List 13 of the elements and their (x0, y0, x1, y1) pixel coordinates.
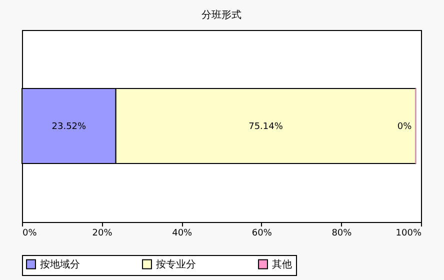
x-tick-label: 100% (396, 228, 422, 238)
chart-title: 分班形式 (202, 9, 242, 21)
x-tick-label: 80% (332, 228, 352, 238)
legend-label: 按地域分 (40, 258, 80, 270)
data-label: 23.52% (52, 122, 87, 132)
data-label: 0% (397, 122, 412, 132)
data-label: 75.14% (248, 122, 284, 132)
x-tick-label: 20% (92, 228, 113, 238)
legend-label: 按专业分 (156, 258, 196, 270)
x-tick-label: 40% (172, 228, 193, 238)
x-tick-label: 0% (22, 228, 38, 238)
legend-label: 其他 (272, 258, 292, 270)
x-tick-label: 60% (252, 228, 272, 238)
